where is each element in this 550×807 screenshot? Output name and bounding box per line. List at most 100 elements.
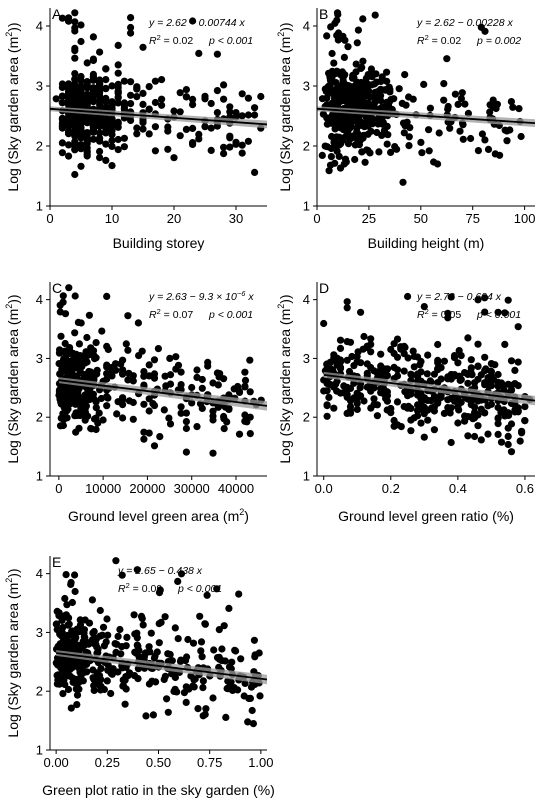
data-point — [189, 101, 197, 109]
data-point — [66, 657, 74, 666]
data-point — [145, 361, 153, 369]
data-point — [359, 15, 367, 23]
data-point — [114, 668, 122, 676]
data-point — [213, 585, 221, 593]
regression-equation: y = 2.72 − 0.694 x — [416, 291, 502, 303]
data-point — [481, 308, 489, 316]
data-point — [434, 364, 442, 373]
data-point — [58, 83, 66, 92]
data-point — [409, 347, 417, 355]
data-point — [474, 375, 482, 383]
data-point — [139, 621, 147, 629]
data-point — [61, 594, 69, 603]
data-point — [201, 95, 209, 103]
data-point — [378, 73, 386, 81]
data-point — [170, 154, 178, 162]
data-point — [73, 691, 82, 699]
data-point — [171, 624, 179, 632]
data-point — [145, 130, 153, 138]
data-point — [158, 101, 166, 109]
x-tick-label: 10000 — [85, 481, 121, 496]
data-point — [215, 653, 223, 661]
panel-a: 1 2 3 4 0 10 20 30 Building storey Log (Sky garde… — [4, 6, 268, 251]
data-point — [353, 358, 361, 366]
data-point — [232, 647, 240, 655]
data-point — [134, 319, 142, 327]
data-point — [127, 78, 135, 86]
data-point — [71, 122, 79, 130]
data-point — [108, 372, 116, 380]
data-point — [362, 74, 370, 82]
data-point — [210, 646, 218, 654]
data-point — [226, 108, 234, 116]
data-point — [92, 425, 100, 434]
data-point — [517, 132, 525, 141]
data-point — [251, 653, 259, 661]
data-point — [65, 141, 73, 149]
data-point — [66, 344, 74, 352]
data-point — [484, 430, 492, 438]
data-point — [440, 96, 448, 104]
data-point — [145, 395, 153, 403]
data-point — [333, 9, 342, 17]
data-point — [122, 340, 130, 348]
data-point — [509, 103, 517, 111]
data-point — [182, 698, 190, 707]
data-point — [320, 319, 328, 328]
data-point — [96, 632, 104, 640]
data-point — [120, 99, 128, 107]
data-point — [384, 99, 392, 107]
data-point — [114, 80, 122, 88]
data-point — [359, 57, 367, 65]
y-tick-label: 3 — [303, 79, 310, 94]
data-point — [377, 350, 385, 358]
data-point — [119, 681, 127, 690]
data-point — [346, 135, 355, 143]
x-tick-label: 0 — [55, 481, 62, 496]
data-point — [370, 384, 378, 392]
data-point — [88, 596, 96, 604]
r-squared: R2 = 0.02 — [417, 33, 461, 47]
data-point — [125, 369, 133, 377]
data-point — [92, 404, 100, 412]
data-point — [140, 368, 148, 376]
data-point — [72, 350, 80, 358]
data-point — [400, 129, 408, 137]
data-point — [193, 373, 201, 381]
data-point — [246, 694, 254, 703]
data-point — [216, 370, 224, 378]
data-point — [343, 129, 352, 137]
data-point — [58, 99, 66, 107]
data-point — [135, 352, 143, 360]
data-point — [71, 70, 79, 78]
data-point — [371, 11, 379, 19]
data-point — [107, 689, 115, 698]
y-tick-label: 4 — [36, 292, 43, 307]
data-point — [323, 360, 331, 368]
data-point — [244, 111, 252, 119]
data-point — [102, 140, 110, 148]
data-point — [318, 151, 326, 159]
data-point — [494, 430, 502, 438]
data-point — [156, 433, 164, 441]
data-point — [440, 409, 448, 417]
x-tick-label: 0.00 — [43, 755, 68, 770]
data-point — [401, 71, 409, 79]
data-point — [199, 684, 207, 692]
data-point — [361, 158, 369, 166]
data-point — [454, 419, 462, 427]
data-point — [331, 125, 339, 133]
data-point — [104, 631, 112, 639]
data-point — [83, 148, 91, 156]
data-point — [425, 147, 433, 155]
x-tick-label: 10 — [105, 211, 119, 226]
y-tick-label: 2 — [36, 139, 43, 154]
data-point — [96, 79, 104, 88]
data-point — [145, 372, 153, 380]
data-point — [130, 672, 139, 680]
data-point — [330, 59, 338, 67]
data-point — [367, 335, 375, 343]
x-tick-label: 0.4 — [449, 481, 467, 496]
data-point — [346, 406, 355, 414]
data-point — [65, 284, 73, 292]
